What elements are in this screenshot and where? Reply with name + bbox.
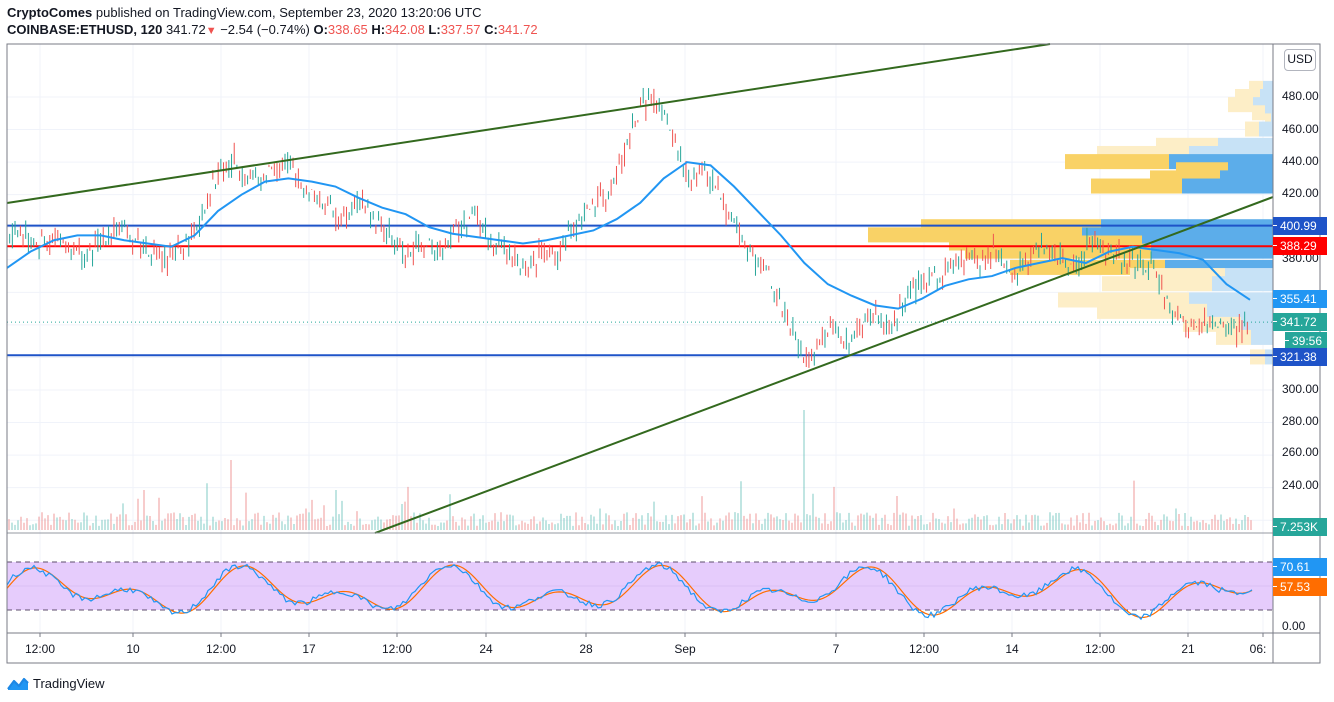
trendlines[interactable] [6,43,1274,534]
open-label: O: [313,22,328,37]
tradingview-logo[interactable]: TradingView [7,676,105,691]
currency-button[interactable]: USD [1284,49,1316,71]
time-axis-label: 17 [302,642,316,656]
price-tag: 7.253K [1273,518,1327,536]
stochastic-lines [6,562,1253,621]
time-axis-label: 7 [832,642,840,656]
time-axis-label: 12:00 [24,642,56,656]
high-value: 342.08 [385,22,425,37]
price-axis-label: 480.00 [1282,89,1319,103]
close-value: 341.72 [497,22,538,37]
price-axis-label: 420.00 [1282,186,1319,200]
stochastic-band [7,561,1273,611]
price-axis-label: 280.00 [1282,414,1319,428]
price-axis-label: 460.00 [1282,122,1319,136]
price-tag: 321.38 [1273,348,1327,366]
price-tag: 341.72 [1273,313,1327,331]
price-axis-label: 240.00 [1282,478,1319,492]
tradingview-logo-icon [7,677,29,690]
stoch-axis-label: 0.00 [1282,619,1306,633]
publish-info: CryptoComes published on TradingView.com… [7,5,482,20]
volume-profile [868,80,1273,365]
price-tag: 355.41 [1273,290,1327,308]
moving-average-line [6,161,1251,310]
time-axis-label: 12:00 [381,642,413,656]
down-arrow-icon: ▼ [205,25,217,37]
time-axis-label: 12:00 [908,642,940,656]
time-axis-label: 21 [1181,642,1195,656]
time-axis-label: 12:00 [205,642,237,656]
open-value: 338.65 [327,22,368,37]
time-axis-label: 12:00 [1084,642,1116,656]
price-axis-label: 440.00 [1282,154,1319,168]
tradingview-logo-text: TradingView [33,676,105,691]
time-axis-label: 14 [1005,642,1019,656]
price-tag: 400.99 [1273,217,1327,235]
price-tag: 388.29 [1273,237,1327,255]
price-axis-label: 300.00 [1282,382,1319,396]
time-axis-label: 24 [479,642,493,656]
author-name[interactable]: CryptoComes [7,5,93,20]
close-label: C: [484,22,498,37]
stoch-tag: 70.61 [1273,558,1327,576]
price-tag: 39:56 [1285,332,1327,350]
high-label: H: [371,22,386,37]
last-price: 341.72 [165,22,206,37]
time-axis-label: 06: [1249,642,1267,656]
volume-bars [8,410,1252,530]
time-axis-label: 28 [579,642,593,656]
candles [6,87,1248,368]
symbol-name: COINBASE:ETHUSD, 120 [7,22,163,37]
price-change: −2.54 (−0.74%) [220,22,310,37]
symbol-legend: COINBASE:ETHUSD, 120 341.72▼ −2.54 (−0.7… [7,22,538,37]
time-axis-label: 10 [126,642,140,656]
grid-lines [7,44,1273,633]
horizontal-levels[interactable] [7,224,1273,357]
low-value: 337.57 [440,22,481,37]
time-axis-label: Sep [674,642,696,656]
price-axis-label: 260.00 [1282,445,1319,459]
low-label: L: [428,22,441,37]
stoch-tag: 57.53 [1273,578,1327,596]
published-text: published on TradingView.com, September … [95,5,482,20]
